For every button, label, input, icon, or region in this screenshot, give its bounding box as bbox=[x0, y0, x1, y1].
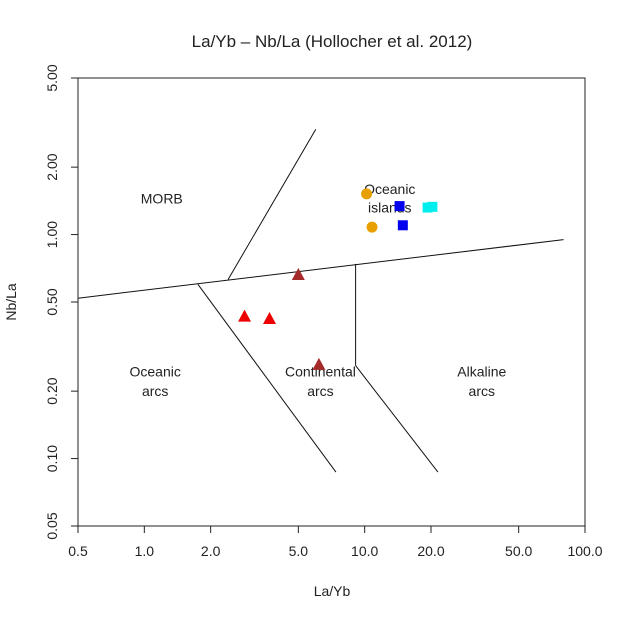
x-tick-label: 0.5 bbox=[68, 543, 88, 559]
x-tick-label: 100.0 bbox=[567, 543, 602, 559]
y-tick-label: 0.05 bbox=[44, 512, 60, 539]
y-axis-label: Nb/La bbox=[3, 283, 19, 321]
x-axis: 0.5 1.0 2.0 5.0 10.0 20.0 50.0 100.0 bbox=[68, 526, 603, 559]
field-boundaries bbox=[77, 129, 564, 473]
data-point-square bbox=[397, 220, 408, 231]
data-point-square bbox=[394, 201, 405, 212]
data-point-circle bbox=[361, 188, 373, 200]
y-tick-label: 0.20 bbox=[44, 377, 60, 404]
data-point-circle bbox=[366, 221, 378, 233]
field-label: arcs bbox=[307, 383, 333, 399]
field-label: Alkaline bbox=[457, 363, 506, 379]
y-tick-label: 0.10 bbox=[44, 445, 60, 472]
x-axis-label: La/Yb bbox=[314, 583, 351, 599]
field-label: Oceanic bbox=[129, 363, 180, 379]
y-tick-label: 5.00 bbox=[44, 64, 60, 91]
plot-frame bbox=[77, 77, 586, 527]
data-point-triangle bbox=[291, 267, 305, 280]
x-tick-label: 10.0 bbox=[351, 543, 378, 559]
boundary-line bbox=[77, 239, 564, 299]
data-points bbox=[238, 188, 438, 370]
field-label: MORB bbox=[141, 190, 183, 206]
field-label: arcs bbox=[142, 383, 168, 399]
x-tick-label: 50.0 bbox=[505, 543, 532, 559]
chart-title: La/Yb – Nb/La (Hollocher et al. 2012) bbox=[192, 32, 473, 51]
data-point-triangle bbox=[312, 357, 326, 370]
x-tick-label: 1.0 bbox=[135, 543, 155, 559]
boundary-line bbox=[355, 365, 439, 473]
y-tick-label: 1.00 bbox=[44, 221, 60, 248]
y-axis: 0.05 0.10 0.20 0.50 1.00 2.00 5.00 bbox=[44, 64, 78, 540]
y-tick-label: 2.00 bbox=[44, 153, 60, 180]
field-label: Oceanic bbox=[364, 181, 415, 197]
field-labels: MORB Oceanic islands Oceanic arcs Continental… bbox=[129, 181, 506, 399]
field-label: Continental bbox=[285, 363, 356, 379]
data-point-square bbox=[427, 201, 438, 212]
field-label: islands bbox=[368, 200, 412, 216]
field-label: arcs bbox=[469, 383, 495, 399]
boundary-line bbox=[197, 284, 337, 473]
x-tick-label: 2.0 bbox=[201, 543, 221, 559]
data-point-triangle bbox=[238, 309, 252, 322]
x-tick-label: 20.0 bbox=[417, 543, 444, 559]
y-tick-label: 0.50 bbox=[44, 288, 60, 315]
boundary-line bbox=[227, 129, 317, 280]
data-point-triangle bbox=[263, 311, 277, 324]
x-tick-label: 5.0 bbox=[289, 543, 309, 559]
